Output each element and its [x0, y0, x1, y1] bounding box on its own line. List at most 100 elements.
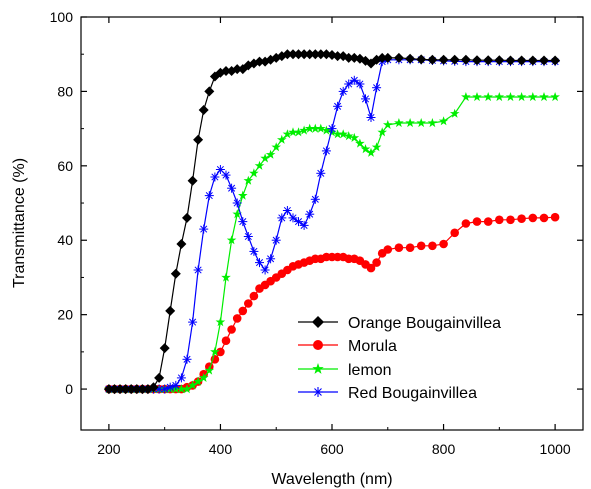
data-point-red-bougainvillea	[344, 79, 354, 89]
y-axis-title: Transmittance (%)	[11, 158, 28, 288]
data-point-orange-bougainvillea	[282, 49, 293, 60]
data-point-lemon	[371, 142, 382, 152]
data-point-red-bougainvillea	[266, 254, 276, 264]
data-point-red-bougainvillea	[260, 265, 270, 275]
series-morula	[104, 212, 560, 394]
data-point-orange-bougainvillea	[550, 55, 561, 66]
data-point-red-bougainvillea	[355, 79, 365, 89]
data-point-orange-bougainvillea	[416, 54, 427, 65]
data-point-red-bougainvillea	[188, 317, 198, 327]
data-point-orange-bougainvillea	[449, 54, 460, 65]
data-point-morula	[232, 314, 242, 323]
x-tick-label: 400	[209, 441, 233, 457]
data-point-morula	[405, 243, 415, 252]
y-tick-label: 0	[65, 381, 73, 397]
data-point-orange-bougainvillea	[176, 239, 187, 249]
data-point-morula	[249, 291, 259, 301]
x-tick-label: 1000	[540, 441, 571, 457]
legend-label-red-bougainvillea: Red Bougainvillea	[348, 385, 477, 402]
data-point-red-bougainvillea	[215, 165, 225, 174]
data-point-lemon	[550, 92, 560, 102]
data-point-lemon	[293, 127, 304, 137]
data-point-morula	[383, 245, 393, 254]
data-point-morula	[366, 263, 376, 273]
data-point-red-bougainvillea	[366, 113, 376, 122]
data-point-morula	[550, 212, 560, 222]
data-point-lemon	[204, 365, 215, 375]
data-point-morula	[372, 258, 381, 267]
data-point-orange-bougainvillea	[131, 384, 142, 395]
data-point-lemon	[366, 147, 376, 157]
data-point-red-bougainvillea	[294, 217, 303, 227]
data-point-orange-bougainvillea	[393, 52, 404, 63]
y-tick-label: 100	[50, 9, 74, 25]
data-point-morula	[517, 214, 526, 223]
data-point-lemon	[516, 92, 527, 102]
data-point-morula	[227, 325, 236, 334]
data-point-orange-bougainvillea	[315, 49, 326, 60]
data-point-orange-bougainvillea	[293, 49, 304, 60]
data-point-orange-bougainvillea	[193, 134, 204, 145]
data-point-red-bougainvillea	[361, 94, 370, 104]
data-point-lemon	[288, 127, 298, 137]
legend-item-morula: Morula	[298, 338, 397, 355]
data-point-orange-bougainvillea	[137, 384, 148, 395]
data-point-red-bougainvillea	[204, 191, 214, 201]
data-point-morula	[238, 306, 248, 316]
data-point-lemon	[355, 138, 365, 148]
data-point-orange-bougainvillea	[438, 54, 449, 65]
data-point-lemon	[338, 129, 348, 139]
data-point-lemon	[449, 108, 460, 118]
data-point-morula	[450, 228, 459, 238]
data-point-lemon	[505, 92, 516, 102]
data-point-red-bougainvillea	[210, 172, 220, 182]
data-point-lemon	[405, 118, 415, 128]
data-point-orange-bougainvillea	[170, 268, 181, 279]
data-point-orange-bougainvillea	[221, 66, 231, 76]
data-point-lemon	[310, 123, 321, 133]
data-point-lemon	[438, 116, 449, 126]
y-tick-label: 40	[57, 232, 73, 248]
data-point-red-bougainvillea	[305, 209, 315, 219]
data-point-orange-bougainvillea	[109, 384, 120, 395]
data-point-red-bougainvillea	[327, 124, 337, 134]
data-point-morula	[244, 299, 253, 308]
legend-marker-lemon	[312, 363, 324, 374]
data-point-lemon	[265, 149, 276, 159]
legend: Orange Bougainvillea Morula lemon R	[298, 315, 501, 402]
legend-marker-morula	[313, 340, 323, 350]
data-point-morula	[428, 241, 437, 251]
data-point-red-bougainvillea	[277, 213, 287, 223]
data-point-orange-bougainvillea	[154, 372, 165, 383]
data-point-orange-bougainvillea	[332, 51, 343, 62]
data-point-lemon	[539, 92, 549, 102]
data-point-lemon	[321, 125, 332, 135]
data-point-red-bougainvillea	[271, 235, 281, 245]
data-point-lemon	[360, 144, 371, 154]
data-point-orange-bougainvillea	[505, 55, 516, 66]
data-point-lemon	[221, 272, 231, 282]
data-point-lemon	[299, 125, 309, 135]
data-point-lemon	[316, 123, 326, 133]
data-point-red-bougainvillea	[199, 224, 209, 234]
data-point-morula	[216, 347, 225, 357]
data-point-orange-bougainvillea	[310, 49, 321, 60]
y-tick-label: 60	[57, 158, 73, 174]
data-point-lemon	[254, 160, 265, 170]
data-point-lemon	[377, 127, 387, 137]
data-point-red-bougainvillea	[299, 220, 309, 230]
data-point-red-bougainvillea	[249, 246, 259, 256]
plot-frame	[80, 16, 584, 431]
axis-ticks: 200 400 600 800 1000 0 20 40 60 80 100	[50, 9, 583, 457]
x-tick-label: 800	[432, 441, 456, 457]
data-point-orange-bougainvillea	[165, 305, 176, 316]
data-point-red-bougainvillea	[333, 101, 343, 111]
data-point-lemon	[304, 123, 315, 133]
data-point-lemon	[383, 119, 393, 129]
data-point-red-bougainvillea	[176, 373, 186, 383]
data-point-orange-bougainvillea	[382, 52, 393, 63]
data-point-orange-bougainvillea	[483, 55, 494, 66]
data-point-lemon	[215, 317, 226, 327]
data-point-lemon	[238, 190, 248, 200]
